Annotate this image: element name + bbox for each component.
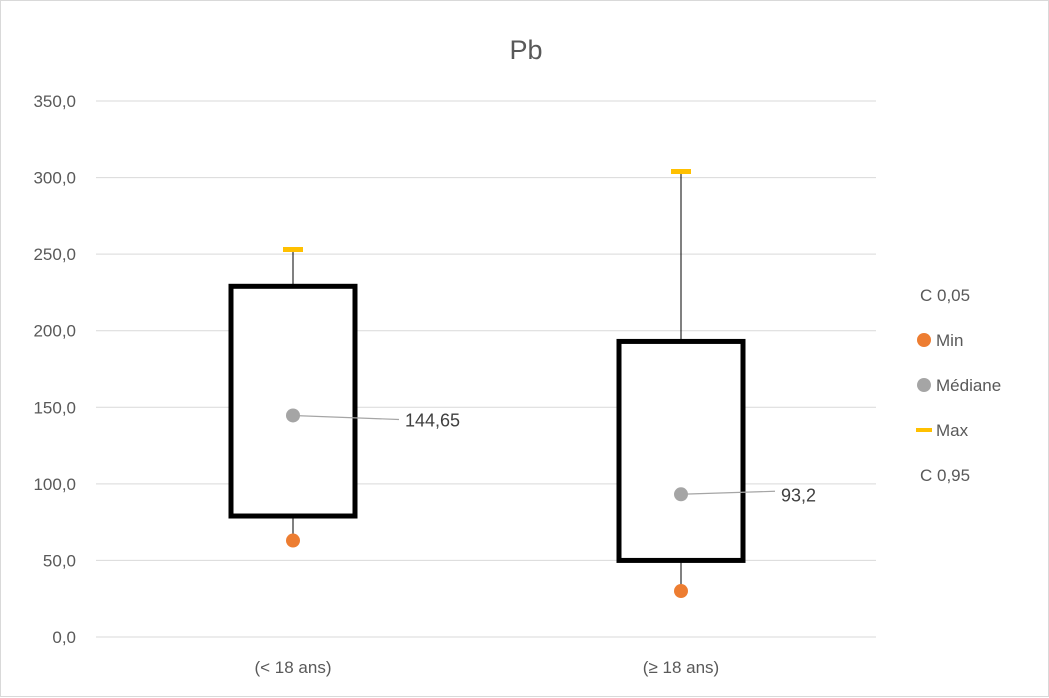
- median-leader-line-1: [680, 490, 776, 495]
- y-tick-label-5: 250,0: [33, 245, 76, 264]
- legend-marker-2: [917, 378, 931, 392]
- legend-label-0: C 0,05: [920, 286, 970, 305]
- y-tick-label-6: 300,0: [33, 169, 76, 188]
- legend-label-2: Médiane: [936, 376, 1001, 395]
- y-tick-label-2: 100,0: [33, 475, 76, 494]
- x-category-label-0: (< 18 ans): [254, 658, 331, 677]
- median-data-label-1: 93,2: [781, 485, 816, 505]
- min-marker-1: [674, 584, 688, 599]
- median-leader-line-0: [292, 414, 400, 421]
- median-marker-1: [674, 487, 688, 502]
- x-category-label-1: (≥ 18 ans): [643, 658, 719, 677]
- box-0: [228, 283, 358, 519]
- y-tick-label-1: 50,0: [43, 551, 76, 570]
- legend-label-3: Max: [936, 421, 969, 440]
- median-marker-0: [286, 408, 300, 423]
- median-data-label-0: 144,65: [405, 410, 460, 430]
- y-tick-label-3: 150,0: [33, 398, 76, 417]
- y-tick-label-4: 200,0: [33, 322, 76, 341]
- legend-label-4: C 0,95: [920, 466, 970, 485]
- chart-title: Pb: [509, 35, 542, 65]
- legend-marker-1: [917, 333, 931, 347]
- box-1: [616, 338, 746, 563]
- min-marker-0: [286, 533, 300, 548]
- y-tick-label-0: 0,0: [52, 628, 76, 647]
- legend-label-1: Min: [936, 331, 963, 350]
- y-tick-label-7: 350,0: [33, 92, 76, 111]
